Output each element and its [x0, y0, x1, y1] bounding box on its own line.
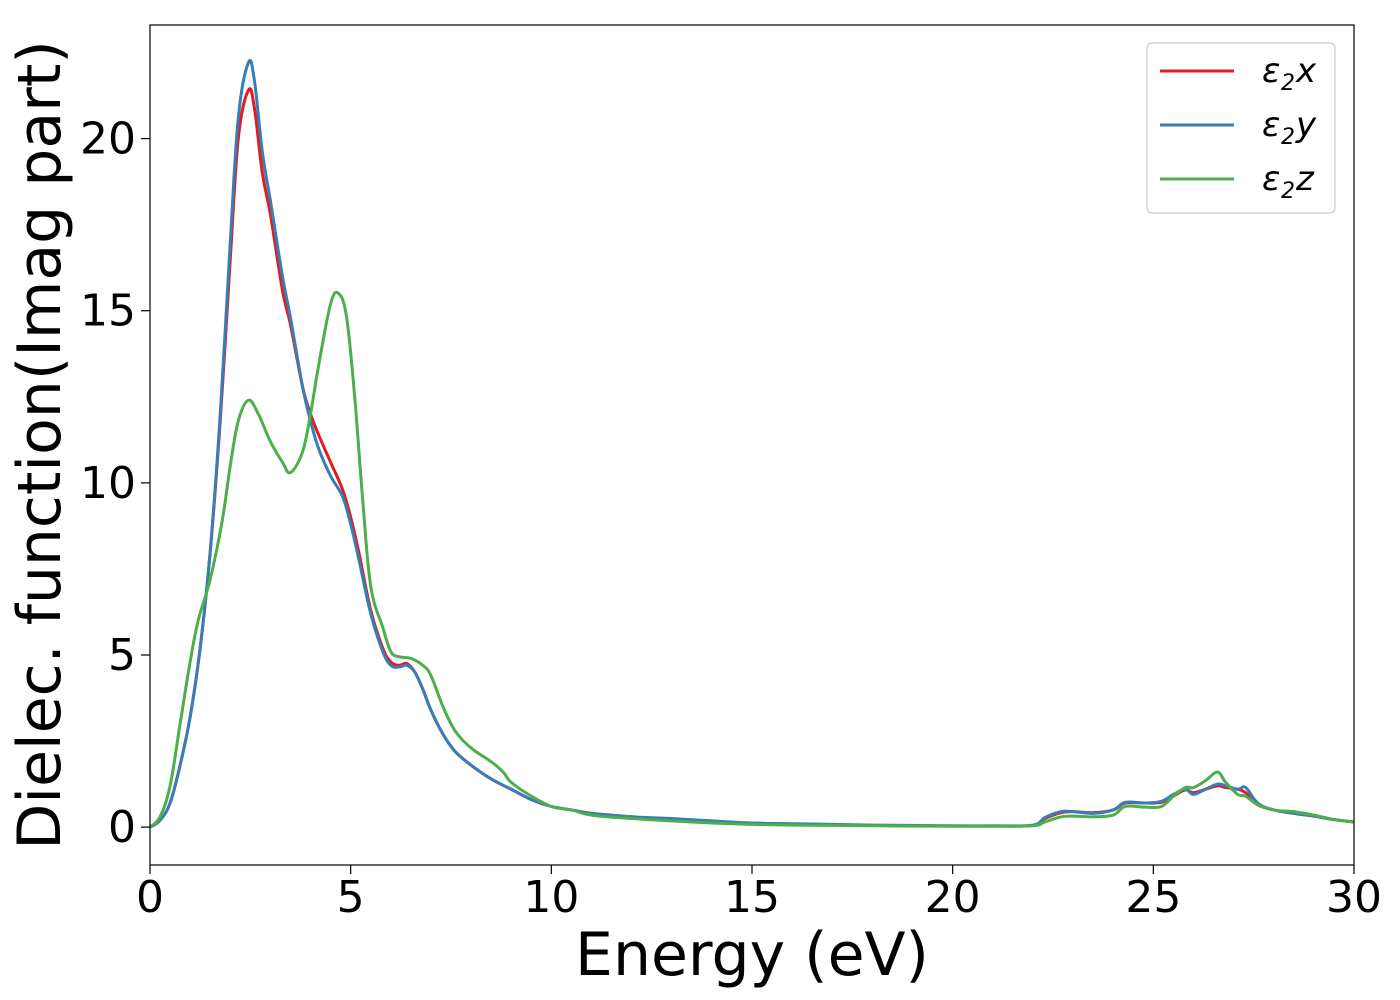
x-axis-ticks: 0 5 10 15 20 25 30	[136, 865, 1382, 923]
legend-subscript: 2	[1281, 179, 1295, 204]
x-axis-label: Energy (eV)	[575, 920, 929, 990]
y-tick-label: 5	[108, 630, 136, 681]
x-tick-label: 0	[136, 872, 164, 923]
legend-component: z	[1295, 159, 1315, 199]
legend-symbol: ε	[1262, 51, 1280, 91]
y-tick-label: 15	[80, 286, 136, 337]
series-layer	[150, 58, 1354, 829]
legend-symbol: ε	[1262, 105, 1280, 145]
legend-subscript: 2	[1281, 71, 1295, 96]
x-tick-label: 10	[523, 872, 579, 923]
x-tick-label: 30	[1326, 872, 1382, 923]
legend-component: x	[1295, 51, 1317, 91]
legend: ε 2 xε 2 yε 2 z	[1146, 42, 1336, 214]
legend-symbol: ε	[1262, 159, 1280, 199]
x-tick-label: 15	[724, 872, 780, 923]
y-tick-label: 0	[108, 802, 136, 853]
legend-subscript: 2	[1281, 125, 1295, 150]
y-axis-ticks: 0 5 10 15 20	[80, 114, 150, 853]
x-tick-label: 20	[925, 872, 981, 923]
x-tick-label: 25	[1125, 872, 1181, 923]
series-line-z	[150, 290, 1354, 829]
y-tick-label: 10	[80, 458, 136, 509]
y-tick-label: 20	[80, 114, 136, 165]
legend-frame	[1146, 42, 1336, 214]
y-axis-label: Dielec. function(Imag part)	[5, 40, 75, 850]
x-tick-label: 5	[337, 872, 365, 923]
legend-component: y	[1295, 105, 1317, 145]
